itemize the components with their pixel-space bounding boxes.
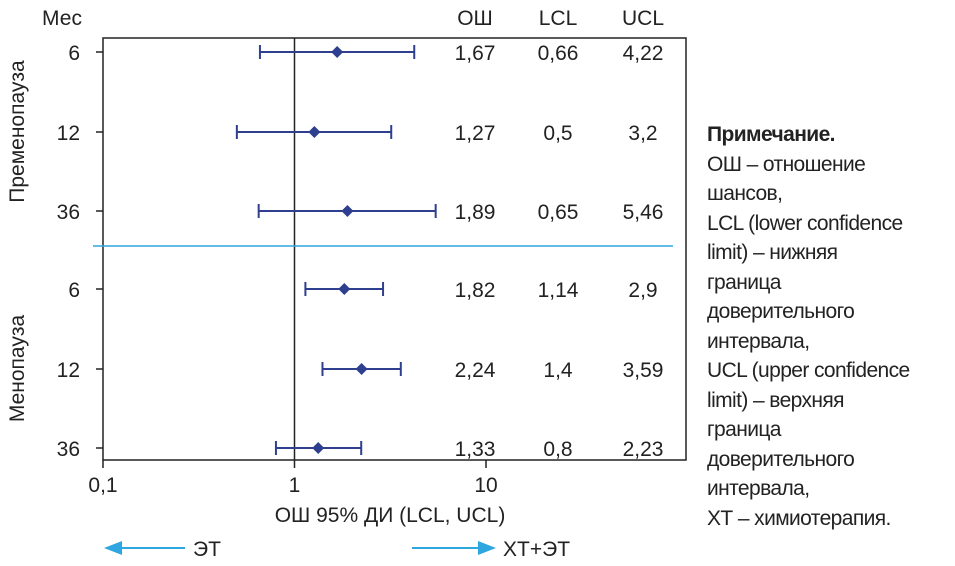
lcl-value: 0,5	[543, 122, 572, 145]
or-marker	[312, 442, 325, 454]
x-tick-label: 1	[289, 474, 301, 497]
left-arrow-label: ЭТ	[193, 538, 221, 561]
month-label: 36	[57, 201, 80, 224]
note-line: ХТ – химиотерапия.	[707, 506, 891, 530]
x-tick-label: 0,1	[88, 474, 117, 497]
right-arrow-label: ХТ+ЭТ	[503, 538, 570, 561]
note-line: граница	[707, 418, 781, 441]
or-marker	[308, 126, 321, 138]
lcl-value: 0,66	[538, 42, 579, 65]
or-marker	[331, 46, 344, 58]
month-label: 36	[57, 438, 80, 461]
group-label: Пременопауза	[6, 60, 29, 203]
or-value: 1,67	[455, 42, 496, 65]
left-arrow-icon	[104, 541, 122, 555]
note-line: доверительного	[707, 300, 855, 323]
header-month: Мес	[42, 7, 82, 30]
note-line: интервала,	[707, 477, 810, 500]
ucl-value: 3,59	[623, 359, 664, 382]
or-value: 1,89	[455, 201, 496, 224]
plot-frame	[102, 37, 687, 461]
header-or: ОШ	[457, 7, 493, 30]
note-line: ОШ – отношение	[707, 152, 866, 176]
note-line: интервала,	[707, 329, 810, 353]
note-title: Примечание.	[707, 123, 836, 146]
group-label: Менопауза	[6, 315, 29, 423]
ucl-value: 3,2	[628, 122, 657, 145]
note-line: limit) – верхняя	[707, 388, 845, 412]
header-ucl: UCL	[622, 7, 664, 30]
or-value: 1,33	[455, 438, 496, 461]
x-axis-label: ОШ 95% ДИ (LCL, UCL)	[275, 504, 506, 527]
right-arrow-icon	[478, 541, 496, 555]
note: Примечание. ОШ – отношение шансов, LCL (…	[707, 120, 952, 533]
ucl-value: 4,22	[623, 42, 664, 65]
note-line: граница	[707, 270, 781, 294]
lcl-value: 0,65	[538, 201, 579, 224]
note-line: шансов,	[707, 182, 783, 205]
or-value: 2,24	[455, 359, 496, 382]
or-marker	[355, 363, 368, 375]
note-line: UCL (upper confidence	[707, 359, 910, 382]
or-marker	[338, 283, 351, 295]
ucl-value: 2,23	[623, 438, 664, 461]
ucl-value: 2,9	[628, 279, 657, 302]
month-label: 12	[57, 122, 80, 145]
month-label: 6	[68, 279, 80, 302]
header-lcl: LCL	[539, 7, 578, 30]
ucl-value: 5,46	[623, 201, 664, 224]
note-line: LCL (lower confidence	[707, 211, 903, 235]
x-tick-label: 10	[474, 474, 497, 497]
note-line: доверительного	[707, 447, 855, 471]
or-marker	[341, 205, 354, 217]
note-line: limit) – нижняя	[707, 241, 838, 264]
or-value: 1,27	[455, 122, 496, 145]
month-label: 12	[57, 359, 80, 382]
lcl-value: 0,8	[543, 438, 572, 461]
lcl-value: 1,14	[538, 279, 579, 302]
or-value: 1,82	[455, 279, 496, 302]
lcl-value: 1,4	[543, 359, 573, 382]
month-label: 6	[68, 42, 80, 65]
